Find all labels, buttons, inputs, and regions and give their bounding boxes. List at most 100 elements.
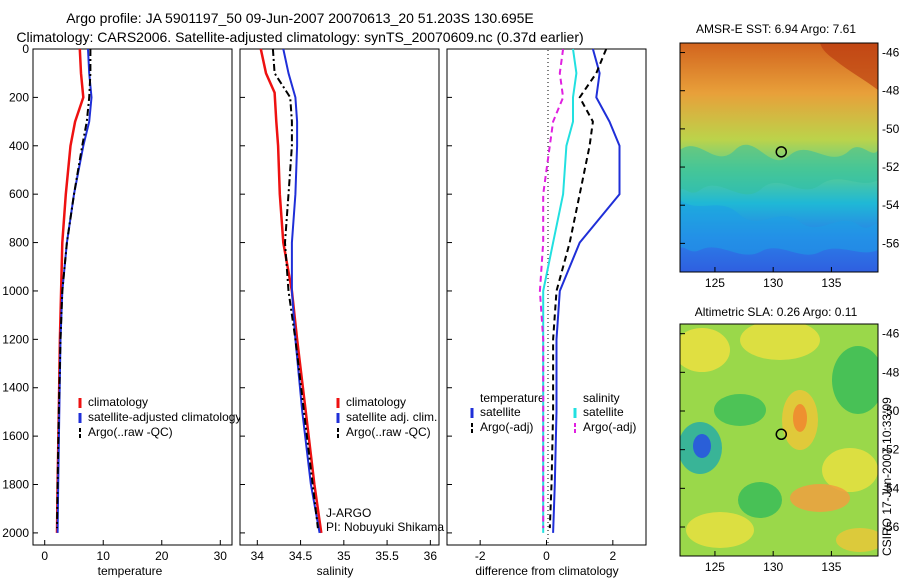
difference-series-salinity-argo-adj <box>538 48 565 529</box>
salinity-xlabel: salinity <box>317 564 354 578</box>
sla-blob <box>793 404 807 432</box>
salinity-legend: climatology satellite adj. clim. Argo(..… <box>336 395 437 439</box>
difference-axes-box <box>446 48 647 546</box>
sst_map-xtick-label: 130 <box>763 276 783 290</box>
temperature-ytick-label: 800 <box>9 236 29 250</box>
sla-map-frame <box>679 323 879 557</box>
figure-title-line2: Climatology: CARS2006. Satellite-adjuste… <box>16 29 583 45</box>
difference-series-temperature-satellite <box>552 48 621 533</box>
sla-blob <box>714 394 766 426</box>
temperature-series-argo-raw-qc <box>56 49 92 529</box>
temperature-panel: temperature climatology satellite-adjust… <box>2 42 241 578</box>
credit-pi: PI: Nobuyuki Shikama <box>326 520 444 534</box>
sst-heatmap-field <box>680 43 878 272</box>
legend-label-satellite-adj: satellite adj. clim. <box>346 410 437 424</box>
sla-map-title: Altimetric SLA: 0.26 Argo: 0.11 <box>695 305 858 319</box>
temperature-xtick-label: 10 <box>97 549 111 563</box>
sst_map-ytick-label: -48 <box>882 84 900 98</box>
legend-label-argo: Argo(..raw -QC) <box>88 425 173 439</box>
temperature-ytick-label: 1000 <box>2 284 29 298</box>
sst_map-ytick-label: -46 <box>882 46 900 60</box>
sst-map-title: AMSR-E SST: 6.94 Argo: 7.61 <box>696 22 856 36</box>
sla-blob <box>790 484 850 512</box>
sla_map-xtick-label: 125 <box>705 560 725 574</box>
sla_map-ytick-label: -52 <box>882 443 900 457</box>
temperature-legend: climatology satellite-adjusted climatolo… <box>78 395 241 439</box>
sla-blob <box>686 512 754 548</box>
sla-blob <box>822 448 878 492</box>
sla-map-panel: Altimetric SLA: 0.26 Argo: 0.11 CSIRO 17… <box>679 305 900 574</box>
sla-blob <box>836 528 878 552</box>
sla-blob <box>680 328 730 372</box>
difference-legend: temperature satellite Argo(-adj) salinit… <box>470 391 636 434</box>
legend-label-temp-satellite: satellite <box>480 405 521 419</box>
sst_map-ytick-label: -50 <box>882 122 900 136</box>
salinity-series-argo-raw-qc <box>271 48 319 529</box>
temperature-xtick-label: 0 <box>41 549 48 563</box>
sla-blob <box>832 346 878 414</box>
sla_map-ytick-label: -56 <box>882 520 900 534</box>
legend-label-argo: Argo(..raw -QC) <box>346 425 431 439</box>
sst_map-ytick-label: -54 <box>882 198 900 212</box>
salinity-xtick-label: 35 <box>337 549 351 563</box>
sla-blob <box>740 324 820 360</box>
sst-warm-patch <box>820 43 878 90</box>
temperature-ytick-label: 1800 <box>2 478 29 492</box>
legend-label-sal-satellite: satellite <box>583 405 624 419</box>
difference-xtick-label: 0 <box>543 549 550 563</box>
salinity-series-climatology <box>259 48 323 534</box>
temperature-ytick-label: 2000 <box>2 526 29 540</box>
sla_map-ytick-label: -46 <box>882 327 900 341</box>
legend-label-temp-argo: Argo(-adj) <box>480 420 533 434</box>
credit-stamp: CSIRO 17-Jun-2007 10:33:09 <box>880 397 894 556</box>
temperature-axes-box <box>32 48 233 546</box>
sst_map-xtick-label: 125 <box>705 276 725 290</box>
sla_map-ytick-label: -54 <box>882 481 900 495</box>
salinity-series-satellite-adj-clim <box>282 48 321 534</box>
sla_map-xtick-label: 135 <box>821 560 841 574</box>
sla_map-argo-float-marker <box>775 428 788 441</box>
figure-title-line1: Argo profile: JA 5901197_50 09-Jun-2007 … <box>66 10 534 26</box>
temperature-ytick-label: 0 <box>22 42 29 56</box>
temperature-ytick-label: 200 <box>9 90 29 104</box>
temperature-ytick-label: 600 <box>9 187 29 201</box>
temperature-ytick-label: 400 <box>9 139 29 153</box>
temperature-xtick-label: 30 <box>214 549 228 563</box>
sst_map-xtick-label: 135 <box>821 276 841 290</box>
salinity-panel: salinity climatology satellite adj. clim… <box>239 48 444 578</box>
sst-front-band <box>680 144 878 195</box>
legend-label-climatology: climatology <box>88 395 148 409</box>
sst-map-frame <box>679 42 879 273</box>
sla_map-ytick-label: -50 <box>882 404 900 418</box>
credit-group: J-ARGO <box>326 506 371 520</box>
difference-xlabel: difference from climatology <box>475 564 618 578</box>
sla-blob <box>693 434 711 458</box>
sst_map-ytick-label: -52 <box>882 160 900 174</box>
temperature-ytick-label: 1400 <box>2 381 29 395</box>
salinity-xtick-label: 34 <box>251 549 265 563</box>
salinity-axes-box <box>239 48 440 546</box>
sst-cold-band <box>680 200 878 255</box>
difference-panel: difference from climatology temperature … <box>446 48 647 578</box>
sla_map-xtick-label: 130 <box>763 560 783 574</box>
difference-xtick-label: -2 <box>475 549 486 563</box>
temperature-xlabel: temperature <box>98 564 163 578</box>
sst_map-ytick-label: -56 <box>882 236 900 250</box>
sla_map-ytick-label: -48 <box>882 365 900 379</box>
salinity-xtick-label: 36 <box>424 549 438 563</box>
legend-title-temperature: temperature <box>480 391 545 405</box>
difference-xtick-label: 2 <box>609 549 616 563</box>
difference-series-salinity-satellite <box>542 48 578 533</box>
sla-blob <box>738 482 782 518</box>
sst_map-argo-float-marker <box>775 146 788 158</box>
legend-title-salinity: salinity <box>583 391 620 405</box>
legend-label-sal-argo: Argo(-adj) <box>583 420 636 434</box>
sst-map-panel: AMSR-E SST: 6.94 Argo: 7.61 125 130 135 -46… <box>679 22 900 290</box>
temperature-ytick-label: 1600 <box>2 429 29 443</box>
sla-heatmap-field <box>680 324 878 556</box>
temperature-ytick-label: 1200 <box>2 332 29 346</box>
legend-label-climatology: climatology <box>346 395 406 409</box>
salinity-xtick-label: 34.5 <box>289 549 313 563</box>
salinity-xtick-label: 35.5 <box>375 549 399 563</box>
